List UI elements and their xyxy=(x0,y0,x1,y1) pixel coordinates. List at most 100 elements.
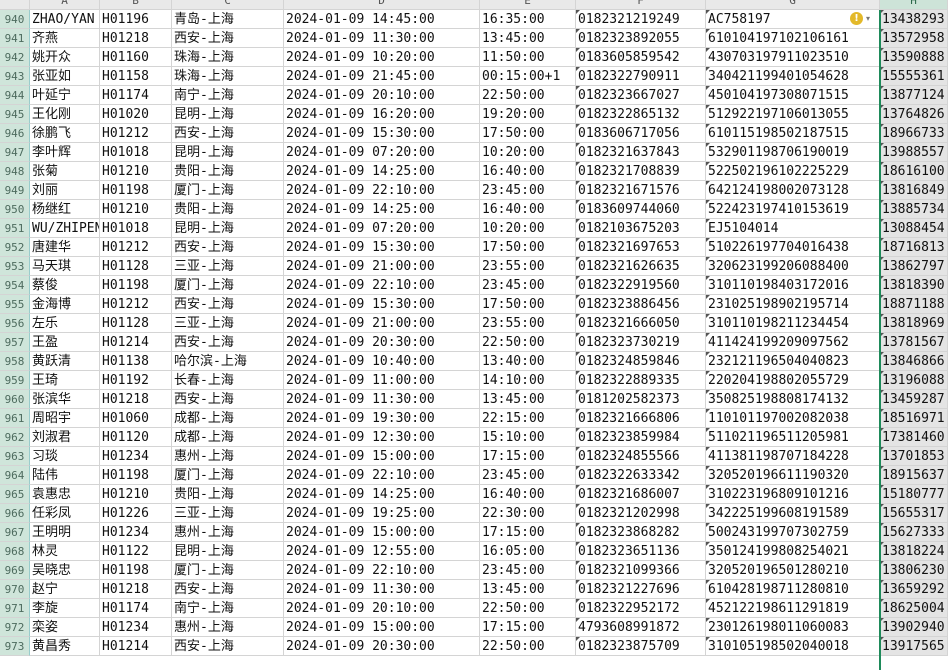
cell-f[interactable]: 0182321697653 xyxy=(576,238,706,257)
row-header[interactable]: 968 xyxy=(0,542,30,561)
cell-a[interactable]: 袁惠忠 xyxy=(30,485,100,504)
cell-h[interactable]: 13088454 xyxy=(880,219,948,238)
cell-h[interactable]: 13572958 xyxy=(880,29,948,48)
cell-c[interactable]: 昆明-上海 xyxy=(172,143,284,162)
cell-b[interactable]: H01060 xyxy=(100,409,172,428)
cell-f[interactable]: 0182321671576 xyxy=(576,181,706,200)
cell-a[interactable]: 刘淑君 xyxy=(30,428,100,447)
cell-b[interactable]: H01210 xyxy=(100,162,172,181)
row-header[interactable]: 961 xyxy=(0,409,30,428)
cell-h[interactable]: 13806230 xyxy=(880,561,948,580)
cell-f[interactable]: 0182322865132 xyxy=(576,105,706,124)
cell-g[interactable]: 320520196611190320 xyxy=(706,466,880,485)
cell-d[interactable]: 2024-01-09 14:25:00 xyxy=(284,485,480,504)
cell-e[interactable]: 16:35:00 xyxy=(480,10,576,29)
cell-c[interactable]: 昆明-上海 xyxy=(172,105,284,124)
cell-c[interactable]: 惠州-上海 xyxy=(172,447,284,466)
cell-a[interactable]: 张亚如 xyxy=(30,67,100,86)
cell-f[interactable]: 0182322889335 xyxy=(576,371,706,390)
cell-h[interactable]: 18915637 xyxy=(880,466,948,485)
cell-c[interactable]: 长春-上海 xyxy=(172,371,284,390)
cell-a[interactable]: 黄跃清 xyxy=(30,352,100,371)
cell-f[interactable]: 0182321637843 xyxy=(576,143,706,162)
cell-g[interactable]: 342225199608191589 xyxy=(706,504,880,523)
cell-d[interactable]: 2024-01-09 19:25:00 xyxy=(284,504,480,523)
column-header-h[interactable]: H xyxy=(880,0,948,10)
cell-c[interactable]: 南宁-上海 xyxy=(172,86,284,105)
cell-a[interactable]: 唐建华 xyxy=(30,238,100,257)
cell-g[interactable]: 610104197102106161 xyxy=(706,29,880,48)
cell-f[interactable]: 0182323730219 xyxy=(576,333,706,352)
cell-e[interactable]: 19:20:00 xyxy=(480,105,576,124)
cell-d[interactable]: 2024-01-09 11:00:00 xyxy=(284,371,480,390)
cell-c[interactable]: 厦门-上海 xyxy=(172,561,284,580)
row-header[interactable]: 959 xyxy=(0,371,30,390)
row-header[interactable]: 945 xyxy=(0,105,30,124)
cell-h[interactable]: 13764826 xyxy=(880,105,948,124)
cell-c[interactable]: 珠海-上海 xyxy=(172,48,284,67)
cell-b[interactable]: H01018 xyxy=(100,219,172,238)
cell-d[interactable]: 2024-01-09 15:00:00 xyxy=(284,447,480,466)
row-header[interactable]: 946 xyxy=(0,124,30,143)
cell-d[interactable]: 2024-01-09 15:00:00 xyxy=(284,523,480,542)
cell-a[interactable]: 黄昌秀 xyxy=(30,637,100,656)
cell-c[interactable]: 成都-上海 xyxy=(172,428,284,447)
cell-c[interactable]: 厦门-上海 xyxy=(172,276,284,295)
cell-b[interactable]: H01212 xyxy=(100,295,172,314)
cell-h[interactable]: 18871188 xyxy=(880,295,948,314)
cell-d[interactable]: 2024-01-09 11:30:00 xyxy=(284,29,480,48)
column-header-f[interactable]: F xyxy=(576,0,706,10)
cell-d[interactable]: 2024-01-09 14:45:00 xyxy=(284,10,480,29)
cell-g[interactable]: EJ5104014 xyxy=(706,219,880,238)
cell-g[interactable]: 532901198706190019 xyxy=(706,143,880,162)
cell-h[interactable]: 18625004 xyxy=(880,599,948,618)
cell-c[interactable]: 三亚-上海 xyxy=(172,314,284,333)
cell-a[interactable]: 杨继红 xyxy=(30,200,100,219)
cell-g[interactable]: 452122198611291819 xyxy=(706,599,880,618)
cell-e[interactable]: 16:05:00 xyxy=(480,542,576,561)
cell-c[interactable]: 惠州-上海 xyxy=(172,618,284,637)
row-header[interactable]: 966 xyxy=(0,504,30,523)
cell-e[interactable]: 15:10:00 xyxy=(480,428,576,447)
cell-b[interactable]: H01218 xyxy=(100,29,172,48)
cell-d[interactable]: 2024-01-09 14:25:00 xyxy=(284,162,480,181)
cell-h[interactable]: 13701853 xyxy=(880,447,948,466)
cell-e[interactable]: 22:30:00 xyxy=(480,504,576,523)
cell-g[interactable]: 320623199206088400 xyxy=(706,257,880,276)
cell-a[interactable]: 周昭宇 xyxy=(30,409,100,428)
cell-g[interactable]: 310105198502040018 xyxy=(706,637,880,656)
cell-h[interactable]: 13590888 xyxy=(880,48,948,67)
row-header[interactable]: 971 xyxy=(0,599,30,618)
row-header[interactable]: 962 xyxy=(0,428,30,447)
cell-g[interactable]: 232121196504040823 xyxy=(706,352,880,371)
cell-d[interactable]: 2024-01-09 21:00:00 xyxy=(284,314,480,333)
cell-d[interactable]: 2024-01-09 20:30:00 xyxy=(284,637,480,656)
cell-d[interactable]: 2024-01-09 22:10:00 xyxy=(284,181,480,200)
cell-e[interactable]: 10:20:00 xyxy=(480,143,576,162)
row-header[interactable]: 972 xyxy=(0,618,30,637)
cell-h[interactable]: 13885734 xyxy=(880,200,948,219)
cell-a[interactable]: 马天琪 xyxy=(30,257,100,276)
cell-a[interactable]: 李旋 xyxy=(30,599,100,618)
row-header[interactable]: 941 xyxy=(0,29,30,48)
cell-h[interactable]: 13438293 xyxy=(880,10,948,29)
cell-f[interactable]: 0182321666806 xyxy=(576,409,706,428)
cell-a[interactable]: 齐燕 xyxy=(30,29,100,48)
cell-g[interactable]: 350124199808254021 xyxy=(706,542,880,561)
cell-h[interactable]: 18616100 xyxy=(880,162,948,181)
cell-h[interactable]: 13459287 xyxy=(880,390,948,409)
cell-d[interactable]: 2024-01-09 10:20:00 xyxy=(284,48,480,67)
cell-d[interactable]: 2024-01-09 19:30:00 xyxy=(284,409,480,428)
cell-h[interactable]: 18966733 xyxy=(880,124,948,143)
cell-e[interactable]: 22:15:00 xyxy=(480,409,576,428)
column-header-b[interactable]: B xyxy=(100,0,172,10)
cell-c[interactable]: 惠州-上海 xyxy=(172,523,284,542)
cell-f[interactable]: 0182323667027 xyxy=(576,86,706,105)
cell-d[interactable]: 2024-01-09 15:00:00 xyxy=(284,618,480,637)
cell-d[interactable]: 2024-01-09 15:30:00 xyxy=(284,238,480,257)
cell-h[interactable]: 13781567 xyxy=(880,333,948,352)
cell-f[interactable]: 0182323892055 xyxy=(576,29,706,48)
cell-e[interactable]: 23:45:00 xyxy=(480,466,576,485)
cell-d[interactable]: 2024-01-09 20:10:00 xyxy=(284,86,480,105)
cell-f[interactable]: 0183605859542 xyxy=(576,48,706,67)
